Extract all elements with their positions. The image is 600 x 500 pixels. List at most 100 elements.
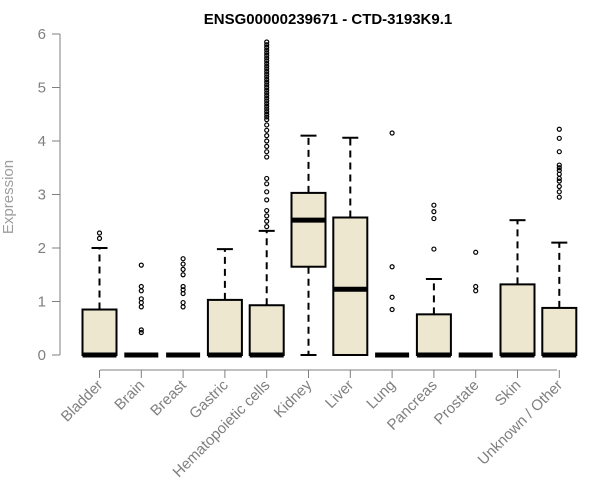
x-tick-label: Lung <box>363 377 399 413</box>
outlier-point <box>264 218 270 224</box>
box-body <box>332 216 369 356</box>
box-body <box>248 304 285 356</box>
x-tick-label: Kidney <box>271 376 316 421</box>
outlier-point <box>556 149 562 155</box>
box-body <box>499 283 536 357</box>
outlier-point <box>389 306 395 313</box>
x-tick-label: Bladder <box>58 377 107 426</box>
outlier-point <box>264 100 270 107</box>
y-tick-label: 1 <box>38 294 46 311</box>
box-prostate <box>458 249 493 358</box>
outlier-point <box>264 111 270 117</box>
outlier-point <box>96 230 103 236</box>
outlier-point <box>473 249 479 255</box>
outlier-point <box>556 178 562 184</box>
box-body <box>81 308 118 356</box>
outlier-point <box>138 283 144 290</box>
outlier-point <box>389 294 395 300</box>
outlier-point <box>556 167 562 174</box>
outlier-point <box>264 122 270 128</box>
outlier-point <box>264 114 270 120</box>
outlier-point <box>389 130 395 136</box>
outlier-point <box>138 327 144 333</box>
box-lung <box>375 130 410 358</box>
outlier-point <box>556 194 562 200</box>
outlier-point <box>264 42 270 48</box>
outlier-point <box>431 202 437 208</box>
x-tick-label: Brain <box>111 377 148 414</box>
y-tick-label: 0 <box>38 347 46 364</box>
outlier-point <box>180 272 186 278</box>
outlier-point <box>556 126 562 132</box>
outlier-point <box>264 189 270 195</box>
chart-title: ENSG00000239671 - CTD-3193K9.1 <box>204 11 452 28</box>
outlier-point <box>264 181 270 187</box>
outlier-point <box>180 261 186 267</box>
outlier-point <box>264 143 270 149</box>
outlier-point <box>264 103 270 109</box>
box-pancreas <box>415 202 452 358</box>
box-brain <box>124 262 159 358</box>
y-axis-ticks: 0 1 2 3 4 5 6 <box>38 26 60 364</box>
outlier-point <box>264 154 270 160</box>
outlier-point <box>431 209 437 215</box>
outlier-point <box>473 283 479 290</box>
outlier-point <box>264 138 270 144</box>
outlier-point <box>264 84 270 91</box>
box-bladder <box>81 230 118 358</box>
y-axis-label: Expression <box>0 160 17 234</box>
outlier-point <box>264 90 270 96</box>
box-liver <box>332 136 369 356</box>
outlier-point <box>556 162 562 168</box>
outlier-point <box>264 63 270 69</box>
box-kidney <box>290 134 327 356</box>
outlier-point <box>431 215 437 222</box>
box-skin <box>499 219 536 358</box>
outlier-point <box>389 264 395 270</box>
outlier-point <box>138 304 144 310</box>
outlier-point <box>264 60 270 67</box>
box-body <box>415 313 452 356</box>
outlier-point <box>264 87 270 93</box>
y-tick-label: 6 <box>38 26 46 43</box>
outlier-point <box>264 39 270 45</box>
outlier-point <box>180 283 186 290</box>
outlier-point <box>264 47 270 53</box>
outlier-point <box>264 52 270 59</box>
box-breast <box>166 256 201 358</box>
outlier-point <box>264 71 270 77</box>
outlier-point <box>96 235 103 241</box>
outlier-point <box>264 76 270 83</box>
outlier-point <box>264 149 270 155</box>
outlier-point <box>473 288 479 294</box>
outlier-point <box>264 133 270 139</box>
x-tick-label: Liver <box>322 377 357 412</box>
outlier-point <box>264 106 270 112</box>
outlier-point <box>264 82 270 88</box>
outlier-point <box>264 44 270 50</box>
outlier-point <box>180 287 186 293</box>
outlier-point <box>264 55 270 61</box>
x-tick-label: Breast <box>147 376 190 419</box>
outlier-point <box>264 98 270 104</box>
box-body <box>290 191 327 268</box>
outlier-point <box>264 95 270 101</box>
outlier-point <box>264 66 270 72</box>
box-gastric <box>206 248 243 358</box>
y-tick-label: 2 <box>38 240 46 257</box>
outlier-point <box>180 256 186 262</box>
x-tick-label: Prostate <box>431 377 483 429</box>
outlier-point <box>138 329 144 336</box>
outlier-point <box>264 92 270 99</box>
outlier-point <box>264 224 270 230</box>
outlier-point <box>180 266 186 272</box>
box-hematopoietic-cells <box>248 39 285 358</box>
outlier-point <box>180 299 186 306</box>
outlier-point <box>264 50 270 56</box>
y-tick-label: 4 <box>38 133 46 150</box>
outlier-point <box>264 175 270 182</box>
outlier-point <box>264 207 270 214</box>
outlier-point <box>180 304 186 310</box>
